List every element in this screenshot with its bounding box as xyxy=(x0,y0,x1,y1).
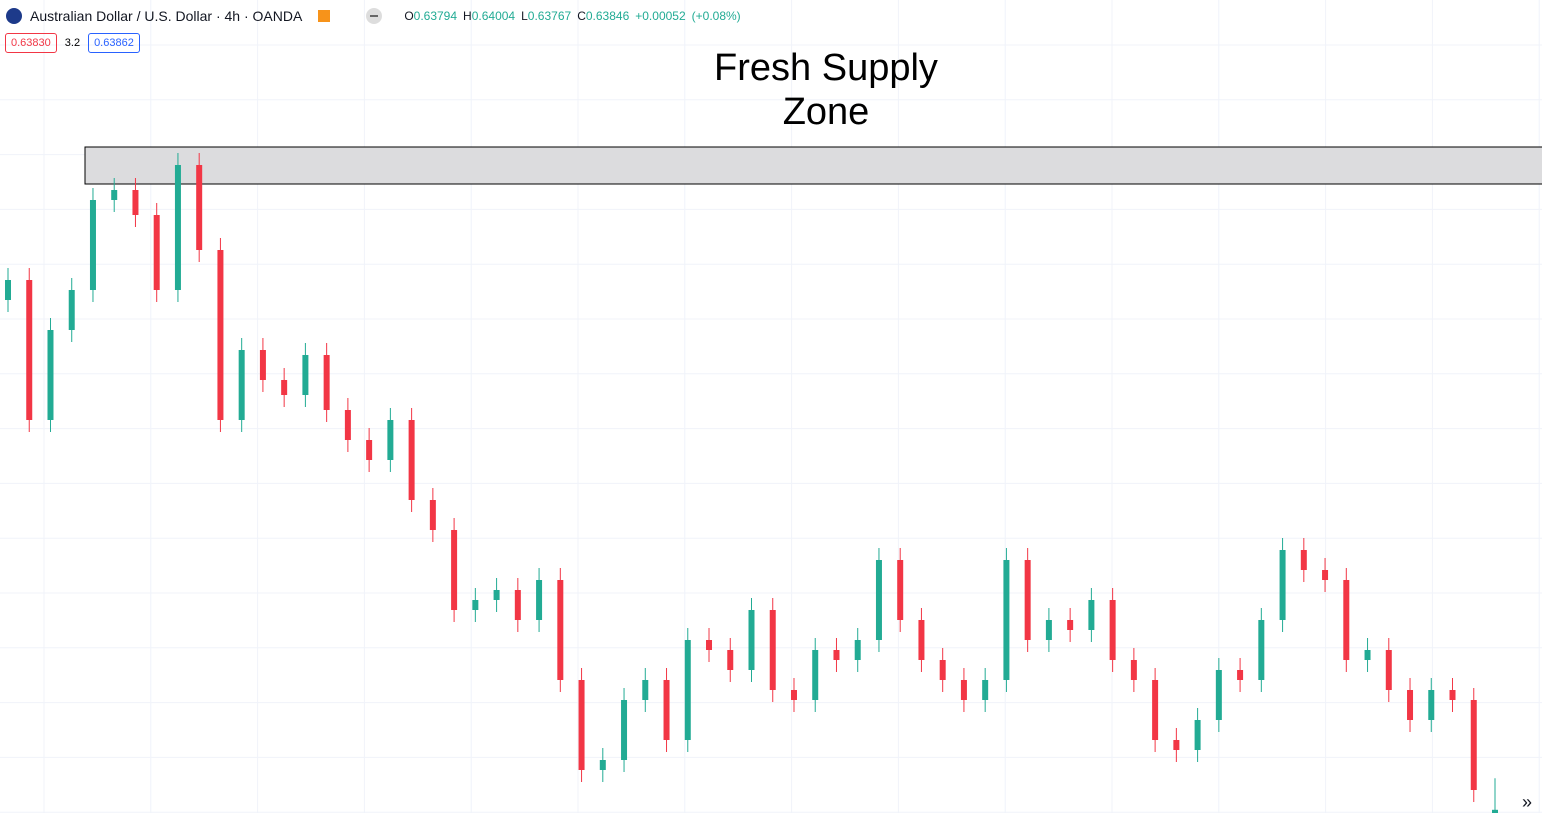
candle-body xyxy=(897,560,904,620)
candle-body xyxy=(366,440,373,460)
candle-body xyxy=(748,610,755,670)
candle-body xyxy=(1407,690,1414,720)
ohlc-key: H xyxy=(463,9,472,23)
candle-body xyxy=(1258,620,1265,680)
candle-body xyxy=(26,280,33,420)
candle-body xyxy=(854,640,861,660)
candle-body xyxy=(47,330,54,420)
candle-body xyxy=(812,650,819,700)
supply-zone xyxy=(84,146,1542,185)
candle-body xyxy=(111,190,118,200)
candle-body xyxy=(769,610,776,690)
candle-body xyxy=(1067,620,1074,630)
candle-body xyxy=(939,660,946,680)
candle-body xyxy=(89,200,96,290)
candle-body xyxy=(1215,670,1222,720)
candle-body xyxy=(578,680,585,770)
candle-body xyxy=(1364,650,1371,660)
candle-body xyxy=(1449,690,1456,700)
candle-body xyxy=(599,760,606,770)
candle-body xyxy=(727,650,734,670)
candle-body xyxy=(1322,570,1329,580)
candle-body xyxy=(1428,690,1435,720)
candle-body xyxy=(281,380,288,395)
candle-body xyxy=(472,600,479,610)
candle-body xyxy=(875,560,882,640)
candle-body xyxy=(1152,680,1159,740)
candle-body xyxy=(196,165,203,250)
candle-body xyxy=(642,680,649,700)
zone-annotation: Fresh Supply Zone xyxy=(714,47,938,133)
candle-body xyxy=(217,250,224,420)
candle-body xyxy=(1470,700,1477,790)
candle-body xyxy=(344,410,351,440)
candle-body xyxy=(259,350,266,380)
ask-button[interactable]: 0.63862 xyxy=(88,33,140,53)
candle-body xyxy=(514,590,521,620)
ohlc-value: 0.64004 xyxy=(471,9,516,23)
candle-body xyxy=(132,190,139,215)
candle-body xyxy=(238,350,245,420)
candle-body xyxy=(918,620,925,660)
ohlc: O0.63794 H0.64004 L0.63767 C0.63846 +0.0… xyxy=(404,9,740,23)
candle-body xyxy=(5,280,11,300)
candle-body xyxy=(982,680,989,700)
ohlc-value: 0.63767 xyxy=(527,9,572,23)
ohlc-value: 0.63846 xyxy=(585,9,630,23)
candle-body xyxy=(706,640,713,650)
candle-body xyxy=(451,530,458,610)
candle-body xyxy=(1492,809,1498,813)
candle-body xyxy=(1088,600,1095,630)
candle-body xyxy=(536,580,543,620)
candle-body xyxy=(1300,550,1307,570)
candle-body xyxy=(1237,670,1244,680)
candle-body xyxy=(663,680,670,740)
candle-body xyxy=(1003,560,1010,680)
ohlc-key: O xyxy=(404,9,414,23)
change: +0.00052 xyxy=(635,9,686,23)
candle-body xyxy=(1173,740,1180,750)
candle-body xyxy=(1385,650,1392,690)
change-pct: (+0.08%) xyxy=(691,9,741,23)
candle-body xyxy=(153,215,160,290)
candle-body xyxy=(174,165,181,290)
marker-icon xyxy=(318,10,331,22)
scroll-button[interactable]: » xyxy=(1521,792,1532,812)
collapse-button[interactable] xyxy=(366,8,383,24)
ohlc-value: 0.63794 xyxy=(413,9,458,23)
candle-body xyxy=(429,500,436,530)
ohlc-key: C xyxy=(577,9,586,23)
symbol-title[interactable]: Australian Dollar / U.S. Dollar · 4h · O… xyxy=(30,8,303,24)
candle-body xyxy=(323,355,330,410)
ohlc-key: L xyxy=(521,9,528,23)
candle-body xyxy=(1130,660,1137,680)
candle-body xyxy=(1109,600,1116,660)
candle-body xyxy=(684,640,691,740)
candle-body xyxy=(1045,620,1052,640)
bid-button[interactable]: 0.63830 xyxy=(5,33,57,53)
candle-body xyxy=(493,590,500,600)
candle-body xyxy=(790,690,797,700)
flag-icon xyxy=(6,8,22,24)
candle-body xyxy=(1194,720,1201,750)
candle-body xyxy=(302,355,309,395)
candle-body xyxy=(960,680,967,700)
candle-body xyxy=(68,290,75,330)
candle-body xyxy=(408,420,415,500)
candle-body xyxy=(621,700,628,760)
candle-body xyxy=(1024,560,1031,640)
candle-body xyxy=(1279,550,1286,620)
quote-boxes: 0.63830 3.2 0.63862 xyxy=(5,33,140,53)
spread: 3.2 xyxy=(64,37,81,49)
candle-body xyxy=(1343,580,1350,660)
symbol-header: Australian Dollar / U.S. Dollar · 4h · O… xyxy=(6,8,741,24)
candle-body xyxy=(833,650,840,660)
candle-body xyxy=(387,420,394,460)
candle-body xyxy=(557,580,564,680)
